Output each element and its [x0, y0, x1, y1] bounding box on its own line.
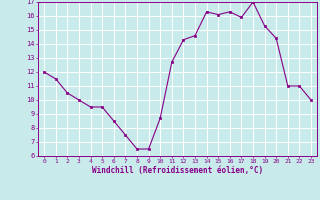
X-axis label: Windchill (Refroidissement éolien,°C): Windchill (Refroidissement éolien,°C) [92, 166, 263, 175]
